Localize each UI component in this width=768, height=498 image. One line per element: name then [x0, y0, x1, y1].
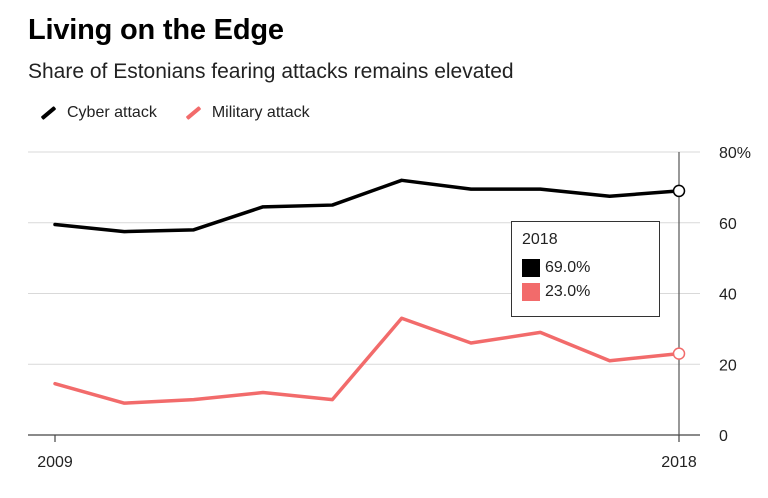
tooltip-row-cyber: 69.0%	[522, 259, 659, 277]
tooltip-swatch-cyber	[522, 259, 540, 277]
hover-marker-cyber	[672, 184, 686, 198]
series-line-military	[53, 316, 681, 405]
tooltip-value-cyber: 69.0%	[545, 259, 591, 276]
tooltip-year: 2018	[522, 231, 558, 248]
x-tick-label-2009: 2009	[37, 454, 73, 471]
y-tick-label-80: 80%	[719, 145, 751, 162]
tooltip-swatch-military	[522, 283, 540, 301]
chart-title: Living on the Edge	[28, 14, 284, 46]
y-tick-label-20: 20	[719, 357, 737, 374]
x-tick-label-2018: 2018	[661, 454, 697, 471]
series-line-cyber	[53, 178, 681, 234]
tooltip-value-military: 23.0%	[545, 283, 591, 300]
legend: Cyber attack Military attack	[40, 102, 338, 124]
y-tick-label-60: 60	[719, 216, 737, 233]
tooltip-row-military: 23.0%	[522, 283, 659, 301]
legend-item-cyber[interactable]: Cyber attack	[40, 104, 157, 122]
legend-label-cyber: Cyber attack	[67, 104, 157, 121]
y-tick-label-0: 0	[719, 428, 728, 445]
chart-subtitle: Share of Estonians fearing attacks remai…	[28, 60, 514, 83]
hover-marker-military	[672, 347, 686, 360]
legend-label-military: Military attack	[211, 104, 310, 121]
y-tick-label-40: 40	[719, 287, 737, 304]
legend-item-military[interactable]: Military attack	[185, 104, 310, 122]
hover-tooltip: 2018 69.0% 23.0%	[511, 221, 660, 317]
